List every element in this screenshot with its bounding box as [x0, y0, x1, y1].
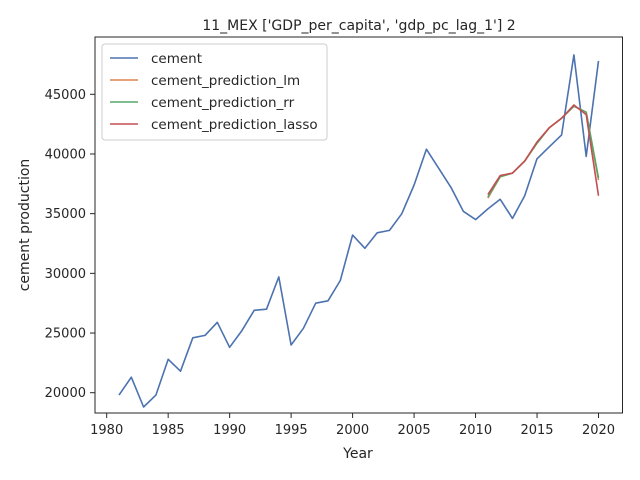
y-axis-label: cement production [17, 159, 33, 292]
x-tick-label: 2005 [398, 423, 431, 438]
x-tick-label: 1980 [90, 423, 123, 438]
plot-lines [118, 54, 600, 408]
legend: cement cement_prediction_lm cement_predict… [101, 43, 328, 141]
x-tick-label: 1995 [275, 423, 308, 438]
x-tick-label: 1990 [213, 423, 246, 438]
legend-label: cement [151, 51, 202, 67]
x-tick-label: 2015 [520, 423, 553, 438]
y-tick-label: 20000 [45, 386, 86, 401]
y-tick-label: 40000 [45, 147, 86, 162]
y-axis: 20000 25000 30000 35000 40000 45000 [45, 88, 95, 401]
series-line-cement [118, 54, 600, 408]
y-tick-label: 25000 [45, 327, 86, 342]
legend-box [101, 43, 328, 141]
x-tick-label: 2020 [582, 423, 615, 438]
plot-frame [94, 36, 623, 414]
chart-title: 11_MEX ['GDP_per_capita', 'gdp_pc_lag_1'… [202, 18, 515, 34]
legend-items: cement cement_prediction_lm cement_predict… [110, 51, 318, 133]
x-axis: 1980 1985 1990 1995 2000 2005 2010 2015 2020 [90, 413, 615, 438]
y-tick-label: 45000 [45, 88, 86, 103]
series-line-cement-prediction-lasso [487, 104, 600, 196]
legend-label: cement_prediction_lasso [151, 117, 318, 133]
x-tick-label: 1985 [152, 423, 185, 438]
y-tick-label: 30000 [45, 267, 86, 282]
legend-label: cement_prediction_lm [151, 73, 300, 89]
x-tick-label: 2010 [459, 423, 492, 438]
x-axis-label: Year [342, 446, 373, 462]
x-tick-label: 2000 [336, 423, 369, 438]
y-tick-label: 35000 [45, 207, 86, 222]
legend-label: cement_prediction_rr [151, 95, 295, 111]
